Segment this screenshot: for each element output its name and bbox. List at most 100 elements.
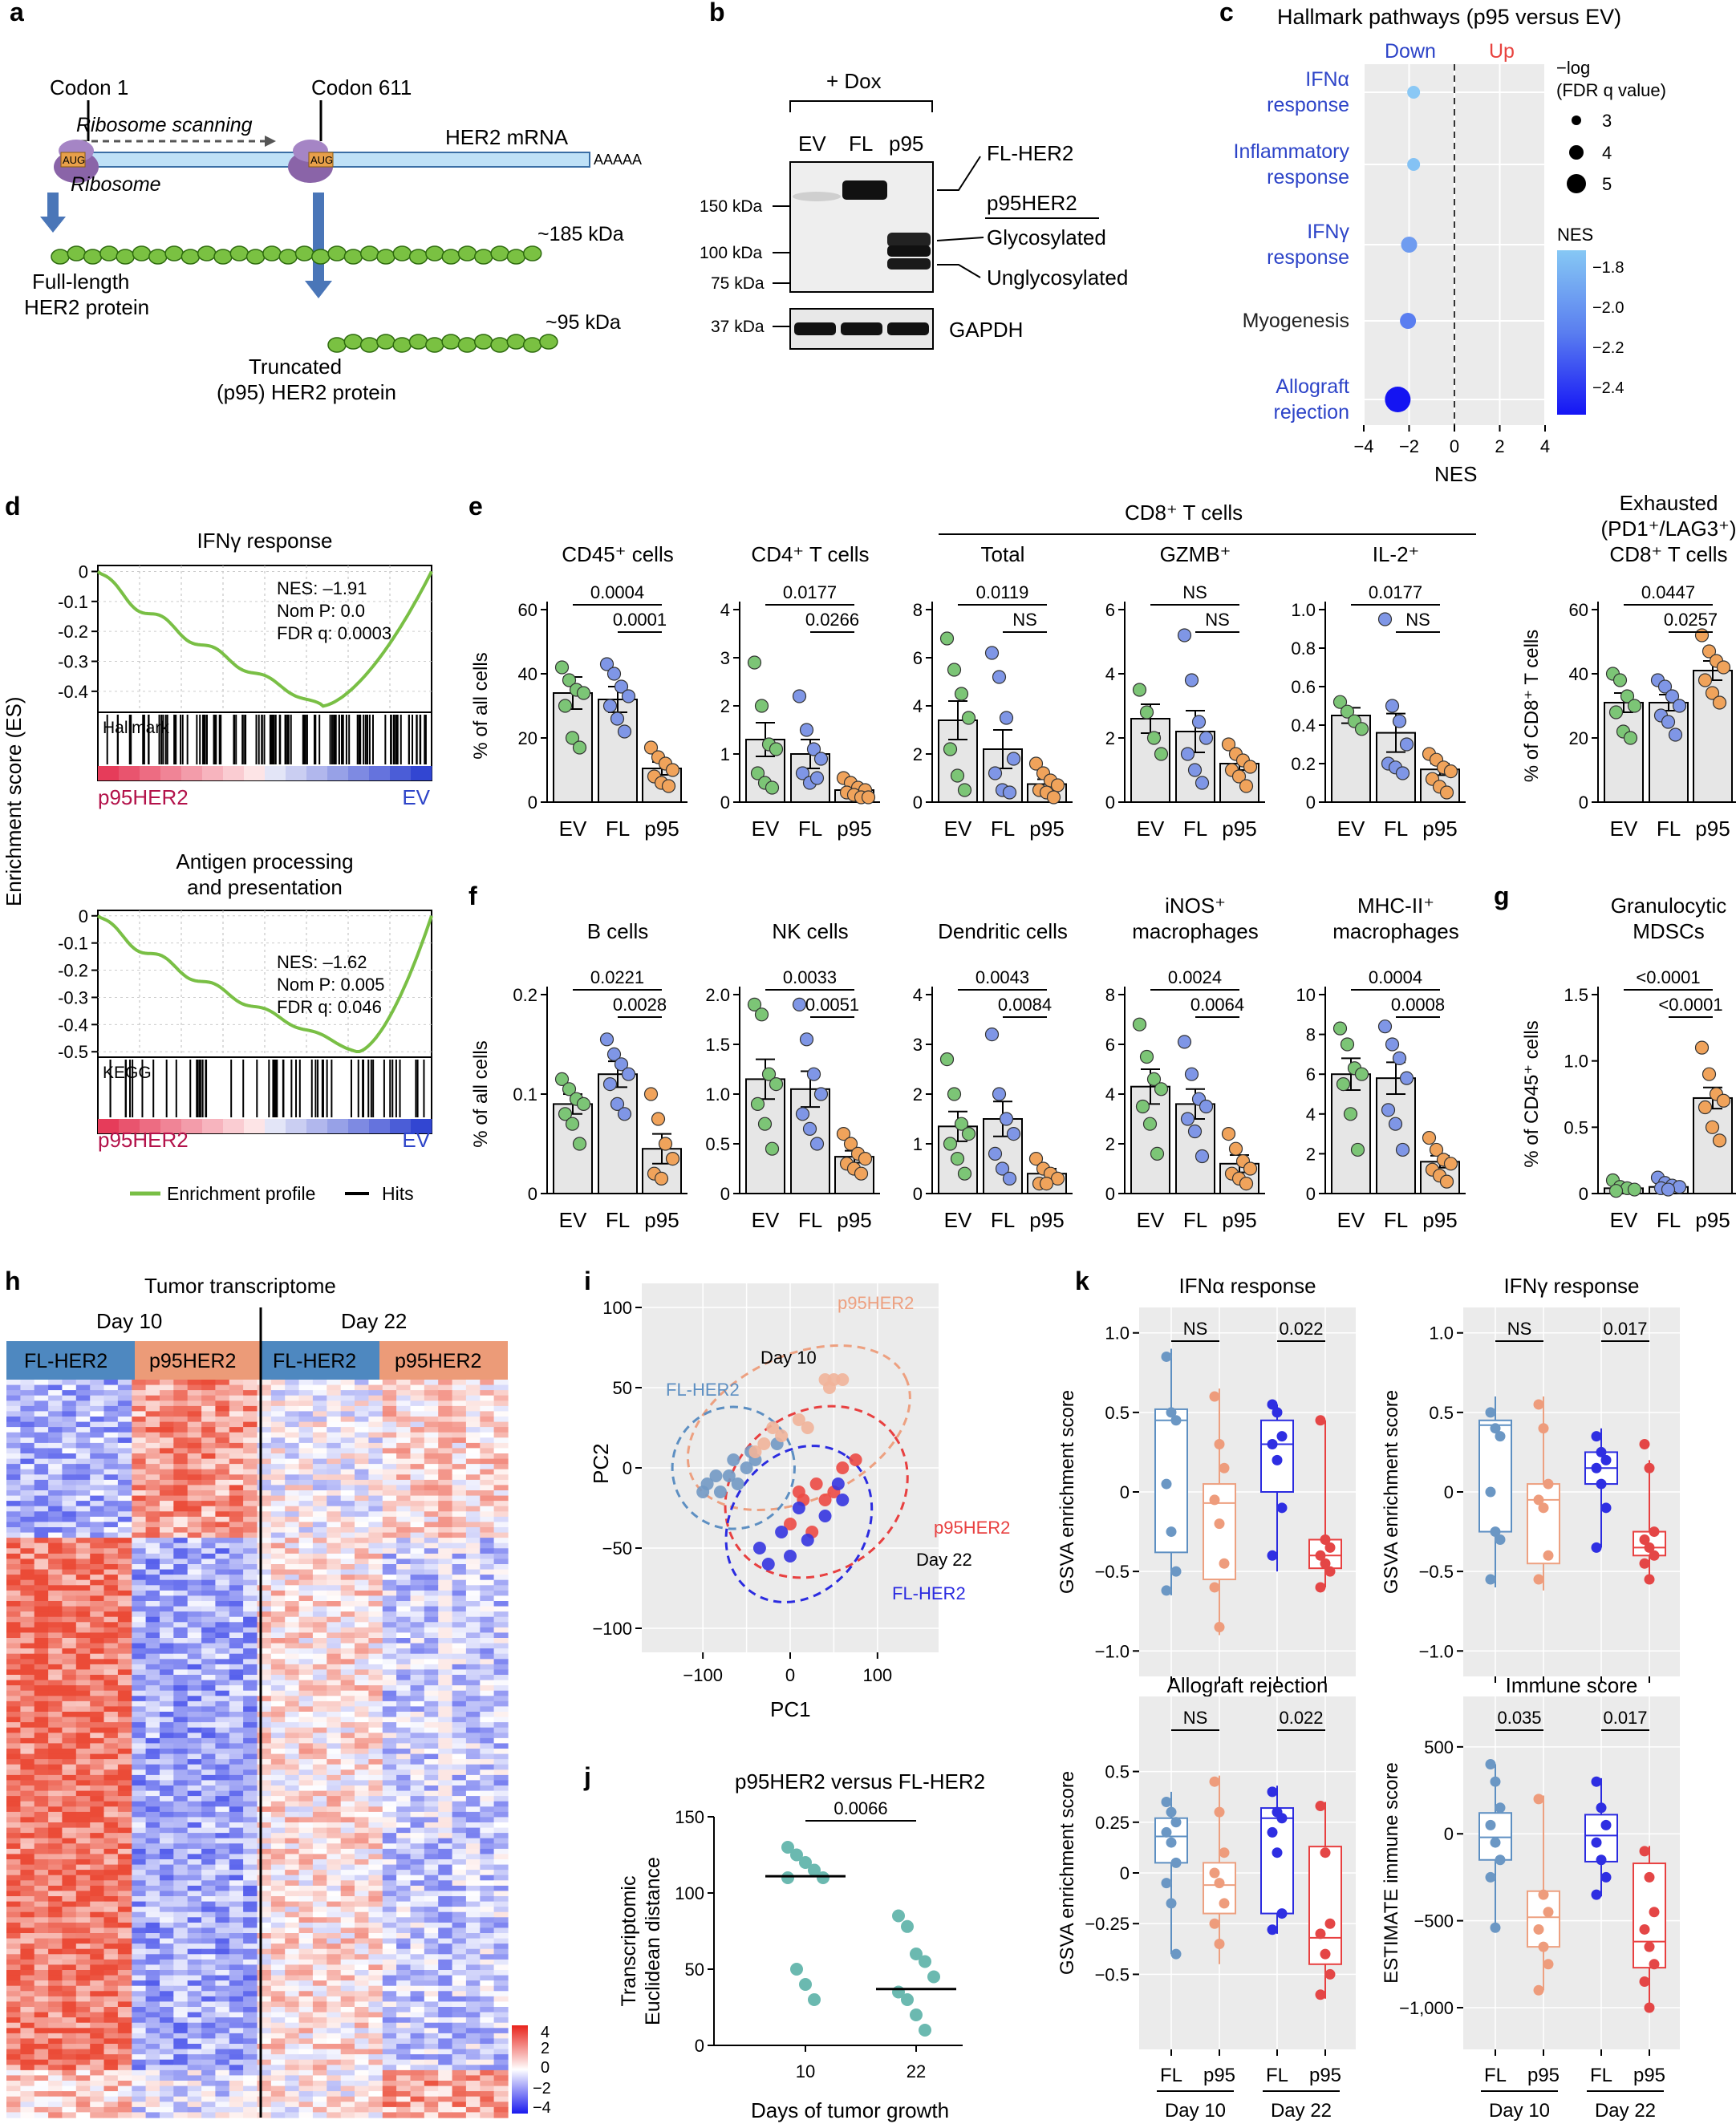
heatmap-cell <box>298 1785 314 1792</box>
p-value: NS <box>1012 610 1037 630</box>
heatmap-cell <box>424 1384 439 1391</box>
heatmap-cell <box>438 1733 453 1739</box>
heatmap-cell <box>75 1485 91 1491</box>
heatmap-cell <box>270 1458 286 1465</box>
heatmap-cell <box>201 1753 217 1760</box>
heatmap-cell <box>117 1838 132 1844</box>
heatmap-cell <box>34 1764 49 1770</box>
heatmap-cell <box>493 1606 509 1612</box>
heatmap-cell <box>493 1516 509 1523</box>
heatmap-cell <box>382 1400 397 1407</box>
data-point <box>1665 689 1680 703</box>
heatmap-cell <box>285 1864 300 1871</box>
heatmap-cell <box>340 1780 355 1786</box>
heatmap-cell <box>465 1685 481 1692</box>
heatmap-cell <box>117 1948 132 1955</box>
heatmap-cell <box>229 1485 244 1491</box>
heatmap-cell <box>424 1811 439 1818</box>
heatmap-cell <box>201 1390 217 1396</box>
heatmap-cell <box>480 1690 495 1696</box>
heatmap-cell <box>493 1838 509 1844</box>
heatmap-cell <box>173 1380 189 1386</box>
data-point <box>610 1096 625 1112</box>
heatmap-cell <box>382 1490 397 1497</box>
heatmap-cell <box>368 1780 383 1786</box>
heatmap-cell <box>215 1395 230 1401</box>
fl-her2-label: FL-HER2 <box>987 141 1073 165</box>
heatmap-cell <box>90 1811 105 1818</box>
heatmap-cell <box>75 1579 91 1586</box>
heatmap-cell <box>201 1685 217 1692</box>
heatmap-cell <box>20 1569 35 1575</box>
data-point <box>1697 1100 1713 1115</box>
heatmap-cell <box>173 1538 189 1544</box>
heatmap-cell <box>382 1405 397 1413</box>
heatmap-cell <box>327 1421 342 1428</box>
heatmap-cell <box>187 1870 202 1876</box>
heatmap-cell <box>34 1532 49 1538</box>
heatmap-cell <box>298 1616 314 1623</box>
heatmap-cell <box>285 1722 300 1729</box>
heatmap-cell <box>62 1474 77 1481</box>
rank-bar-segment <box>98 1119 120 1133</box>
heatmap-cell <box>257 1669 272 1676</box>
heatmap-cell <box>424 1417 439 1423</box>
heatmap-cell <box>103 1891 119 1897</box>
heatmap-cell <box>132 1448 147 1454</box>
heatmap-cell <box>438 1606 453 1612</box>
heatmap-cell <box>465 1690 481 1696</box>
heatmap-cell <box>75 1474 91 1481</box>
heatmap-cell <box>34 1538 49 1544</box>
heatmap-cell <box>117 1885 132 1892</box>
heatmap-cell <box>452 1548 467 1554</box>
heatmap-cell <box>132 1627 147 1634</box>
heatmap-cell <box>355 1522 369 1528</box>
heatmap-cell <box>34 1675 49 1681</box>
heatmap-cell <box>465 1880 481 1887</box>
heatmap-cell <box>201 1553 217 1560</box>
heatmap-cell <box>90 1749 105 1755</box>
heatmap-cell <box>117 1722 132 1729</box>
heatmap-cell <box>396 1653 412 1660</box>
heatmap-cell <box>34 1907 49 1913</box>
heatmap-cell <box>145 1575 160 1581</box>
heatmap-cell <box>160 1717 174 1723</box>
heatmap-cell <box>34 1632 49 1639</box>
heatmap-cell <box>160 1675 174 1681</box>
heatmap-cell <box>34 1843 49 1850</box>
heatmap-cell <box>34 1522 49 1528</box>
heatmap-cell <box>396 1627 412 1634</box>
heatmap-cell <box>465 1801 481 1807</box>
heatmap-cell <box>62 1790 77 1797</box>
heatmap-cell <box>145 1700 160 1708</box>
heatmap-cell <box>424 1464 439 1470</box>
heatmap-cell <box>480 1516 495 1523</box>
heatmap-cell <box>229 1796 244 1802</box>
heatmap-cell <box>257 1948 272 1955</box>
heatmap-cell <box>160 1559 174 1565</box>
heatmap-cell <box>48 1638 63 1644</box>
heatmap-cell <box>312 1380 327 1386</box>
heatmap-cell <box>298 1601 314 1607</box>
heatmap-cell <box>62 1712 77 1718</box>
data-point <box>854 1166 869 1181</box>
heatmap-cell <box>229 1843 244 1850</box>
heatmap-cell <box>75 1838 91 1844</box>
heatmap-cell <box>145 1833 160 1839</box>
heatmap-cell <box>327 1638 342 1644</box>
heatmap-cell <box>187 1859 202 1866</box>
heatmap-cell <box>312 1796 327 1802</box>
heatmap-cell <box>243 1822 258 1829</box>
heatmap-cell <box>452 1448 467 1454</box>
heatmap-cell <box>201 1542 217 1549</box>
heatmap-cell <box>424 1907 439 1913</box>
heatmap-cell <box>160 1801 174 1807</box>
heatmap-cell <box>20 1954 35 1960</box>
heatmap-cell <box>117 1653 132 1660</box>
heatmap-cell <box>215 1506 230 1512</box>
heatmap-cell <box>382 1458 397 1465</box>
heatmap-cell <box>145 1659 160 1665</box>
heatmap-cell <box>201 1907 217 1913</box>
heatmap-cell <box>327 1722 342 1729</box>
heatmap-cell <box>396 1437 412 1444</box>
